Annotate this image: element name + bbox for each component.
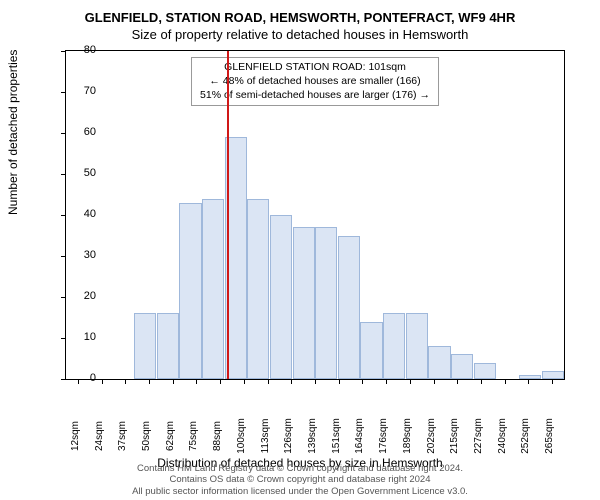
x-tick-label: 24sqm [94,421,105,451]
plot-area: GLENFIELD STATION ROAD: 101sqm ← 48% of … [65,50,565,380]
x-tick-label: 37sqm [117,421,128,451]
y-tick-label: 50 [84,167,96,179]
histogram-bar [519,375,541,379]
histogram-bar [247,199,269,379]
histogram-bar [157,313,179,379]
footer-line-1: Contains HM Land Registry data © Crown c… [0,463,600,474]
x-tick-label: 189sqm [402,418,413,454]
x-tick-label: 176sqm [378,418,389,454]
y-axis-label: Number of detached properties [6,50,20,215]
footer-line-3: All public sector information licensed u… [0,486,600,497]
x-tick-label: 240sqm [497,418,508,454]
x-tick-label: 151sqm [331,418,342,454]
histogram-bar [315,227,337,379]
y-tick-label: 40 [84,208,96,220]
x-tick-label: 62sqm [165,421,176,451]
histogram-bar [451,354,473,379]
x-tick-label: 202sqm [426,418,437,454]
histogram-bar [406,313,428,379]
histogram-bar [474,363,496,379]
y-tick-label: 20 [84,290,96,302]
x-tick-label: 12sqm [70,421,81,451]
histogram-bar [134,313,156,379]
histogram-bar [202,199,224,379]
chart-title-sub: Size of property relative to detached ho… [0,25,600,42]
y-tick-label: 30 [84,249,96,261]
footer-attribution: Contains HM Land Registry data © Crown c… [0,463,600,497]
x-tick-label: 139sqm [307,418,318,454]
x-tick-label: 100sqm [236,418,247,454]
y-tick-label: 0 [90,372,96,384]
x-tick-label: 75sqm [188,421,199,451]
x-tick-label: 215sqm [449,418,460,454]
histogram-bar [179,203,201,379]
x-tick-label: 164sqm [354,418,365,454]
x-tick-label: 252sqm [520,418,531,454]
reference-line [227,51,229,379]
histogram-bar [383,313,405,379]
y-tick-label: 70 [84,85,96,97]
histogram-bar [428,346,450,379]
chart-title-main: GLENFIELD, STATION ROAD, HEMSWORTH, PONT… [0,0,600,25]
x-tick-label: 227sqm [473,418,484,454]
histogram-bar [293,227,315,379]
histogram-bar [360,322,382,379]
y-tick-label: 80 [84,44,96,56]
x-tick-label: 50sqm [141,421,152,451]
chart-container: GLENFIELD, STATION ROAD, HEMSWORTH, PONT… [0,0,600,500]
annotation-line-1: GLENFIELD STATION ROAD: 101sqm [200,60,430,74]
annotation-line-2: ← 48% of detached houses are smaller (16… [200,74,430,88]
x-tick-label: 265sqm [544,418,555,454]
footer-line-2: Contains OS data © Crown copyright and d… [0,474,600,485]
y-tick-label: 60 [84,126,96,138]
y-tick-label: 10 [84,331,96,343]
x-tick-label: 126sqm [283,418,294,454]
histogram-bar [542,371,564,379]
histogram-bar [270,215,292,379]
x-tick-label: 113sqm [260,419,271,454]
annotation-line-3: 51% of semi-detached houses are larger (… [200,88,430,102]
histogram-bar [338,236,360,380]
x-tick-label: 88sqm [212,421,223,451]
